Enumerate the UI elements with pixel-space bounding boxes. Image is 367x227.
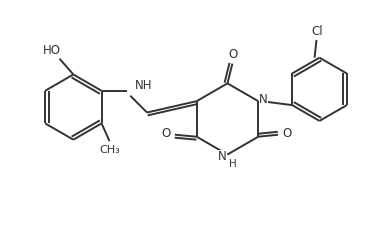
Text: Cl: Cl: [312, 25, 323, 37]
Text: NH: NH: [135, 79, 153, 92]
Text: O: O: [229, 48, 238, 61]
Text: N: N: [218, 150, 227, 163]
Text: H: H: [229, 159, 236, 169]
Text: O: O: [161, 127, 171, 140]
Text: HO: HO: [43, 44, 61, 57]
Text: N: N: [259, 93, 268, 106]
Text: CH₃: CH₃: [99, 145, 120, 155]
Text: O: O: [282, 127, 291, 140]
